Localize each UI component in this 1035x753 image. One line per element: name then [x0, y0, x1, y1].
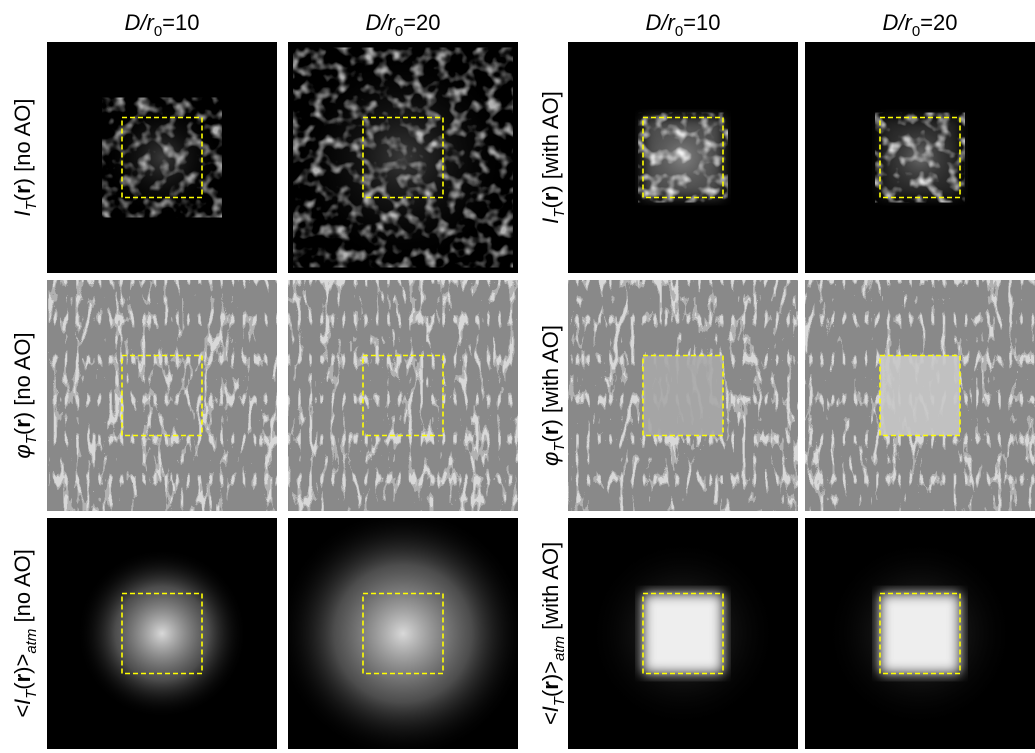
header-var: D/r — [125, 10, 156, 35]
row-label-part: φ — [538, 452, 563, 466]
image-panel — [568, 280, 798, 511]
phase-flat — [880, 356, 960, 436]
image-panel — [568, 42, 798, 273]
header-var: D/r — [366, 10, 397, 35]
row-label-part: ) [with AO] — [538, 91, 563, 192]
header-rest: =10 — [683, 10, 720, 35]
image-panel — [805, 280, 1035, 511]
image-panel — [288, 42, 518, 273]
speckle-core — [880, 118, 960, 198]
row-label-part: )> — [538, 661, 563, 681]
header-var: D/r — [883, 10, 914, 35]
mean-glow — [278, 509, 528, 753]
image-panel — [47, 518, 277, 749]
row-label: <IT(r)>atm [with AO] — [538, 542, 568, 725]
phase-flat — [643, 356, 723, 436]
image-panel — [805, 42, 1035, 273]
row-label-part: ) [no AO] — [10, 98, 35, 185]
image-panel — [47, 42, 277, 273]
image-panel — [288, 280, 518, 511]
column-header: D/r0=20 — [883, 10, 958, 40]
row-label-part: ) [no AO] — [10, 332, 35, 419]
mean-glow — [77, 549, 247, 719]
column-header: D/r0=20 — [366, 10, 441, 40]
row-label: <IT(r)>atm [no AO] — [10, 549, 40, 718]
header-rest: =20 — [920, 10, 957, 35]
row-label: φT(r) [no AO] — [10, 332, 40, 458]
image-panel — [47, 280, 277, 511]
row-label-part: atm — [551, 636, 568, 661]
column-header: D/r0=10 — [125, 10, 200, 40]
mean-core — [643, 594, 723, 674]
header-var: D/r — [646, 10, 677, 35]
row-label: φT(r) [with AO] — [538, 325, 568, 466]
row-label-part: [no AO] — [10, 549, 35, 629]
speckle-core — [643, 118, 723, 198]
speckle — [293, 48, 513, 268]
speckle — [102, 98, 222, 218]
column-header: D/r0=10 — [646, 10, 721, 40]
row-label-part: φ — [10, 444, 35, 458]
row-label-part: atm — [23, 629, 40, 654]
header-sub: 0 — [675, 23, 683, 40]
row-label-part: ) [with AO] — [538, 325, 563, 426]
mean-core — [880, 594, 960, 674]
phase-texture — [47, 280, 277, 511]
row-label-part: <I — [538, 706, 563, 725]
image-panel — [805, 518, 1035, 749]
row-label: IT(r) [with AO] — [538, 91, 568, 224]
header-sub: 0 — [912, 23, 920, 40]
row-label: IT(r) [no AO] — [10, 98, 40, 216]
header-rest: =10 — [162, 10, 199, 35]
image-panel — [278, 509, 528, 753]
row-label-part: <I — [10, 699, 35, 718]
row-label-part: )> — [10, 654, 35, 674]
header-rest: =20 — [403, 10, 440, 35]
image-panel — [568, 518, 798, 749]
header-sub: 0 — [154, 23, 162, 40]
phase-texture — [288, 280, 518, 511]
header-sub: 0 — [395, 23, 403, 40]
row-label-part: [with AO] — [538, 542, 563, 636]
figure: D/r0=10D/r0=20D/r0=10D/r0=20IT(r) [no AO… — [0, 0, 1035, 753]
